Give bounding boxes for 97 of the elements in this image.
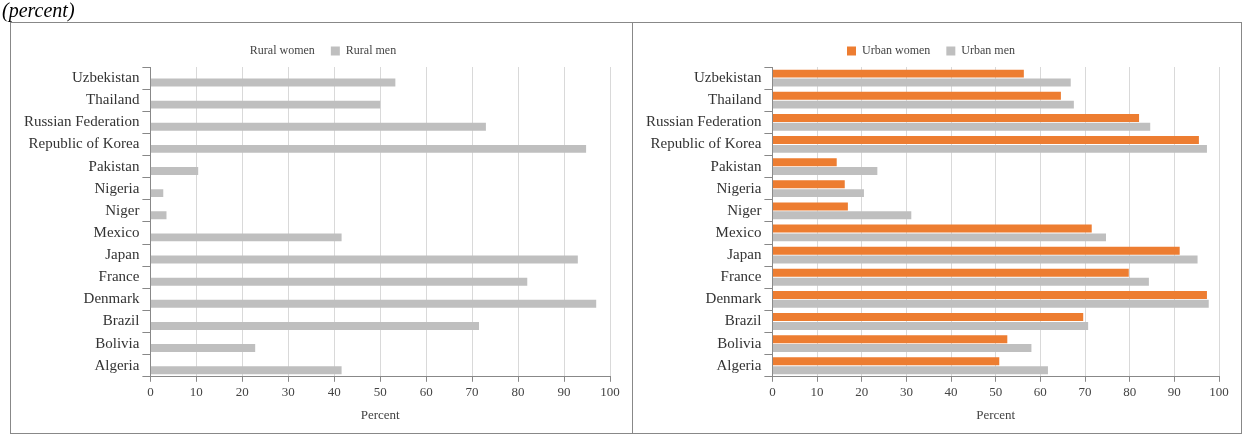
y-tick-label: Thailand [86,91,140,108]
x-tick-label: 80 [511,384,525,400]
bar [772,290,1207,299]
y-tick-label: Brazil [102,312,140,329]
y-tick-label: France [98,268,140,285]
y-tick-label: Nigeria [94,179,140,196]
y-tick-label: Bolivia [717,334,762,351]
x-tick-label: 80 [1123,384,1137,400]
bar [772,313,1084,322]
y-tick-label: Algeria [94,356,140,373]
y-tick-label: Denmark [705,290,762,307]
bar [772,202,848,211]
y-tick-label: Russian Federation [23,113,140,130]
bar [150,100,381,109]
y-tick-label: Republic of Korea [28,135,140,152]
text: Rural women [249,43,315,58]
bar [772,69,1024,78]
bar [772,335,1008,344]
x-tick-label: 90 [557,384,571,400]
x-tick-label: 0 [147,384,154,400]
x-tick-label: 10 [810,384,824,400]
y-tick-label: Russian Federation [645,113,762,130]
x-tick-label: 20 [855,384,869,400]
bar [772,321,1089,330]
bar [150,122,486,131]
bar [150,321,480,330]
y-tick-label: Japan [105,246,140,263]
x-tick-label: 50 [373,384,387,400]
bar [772,167,878,175]
bar [772,268,1129,277]
bar [772,299,1209,308]
legend-label: Rural men [345,43,397,58]
bar [150,366,342,375]
bar [772,277,1149,286]
bar [772,136,1199,145]
x-tick-label: 0 [769,384,776,400]
x-tick-label: 100 [1209,384,1229,400]
y-tick-label: Algeria [716,356,762,373]
y-tick-label: Mexico [715,223,762,240]
y-tick-label: Uzbekistan [693,69,762,85]
y-tick-label: France [720,268,762,285]
bar [150,233,342,242]
bar [772,233,1107,242]
bar [772,344,1032,353]
x-tick-label: 30 [899,384,913,400]
bar [772,113,1140,122]
y-tick-label: Uzbekistan [71,69,140,85]
bar [150,299,597,308]
y-tick-label: Mexico [93,223,140,240]
bar [150,189,164,198]
bar [150,144,587,153]
bar [150,167,199,175]
y-tick-label: Republic of Korea [650,135,762,152]
x-tick-label: 20 [235,384,249,400]
y-tick-label: Denmark [83,290,140,307]
x-tick-label: 40 [327,384,341,400]
x-tick-label: 60 [419,384,433,400]
bar [772,189,864,198]
y-tick-label: Brazil [724,312,762,329]
legend-label: Urban women [862,43,931,58]
x-tick-label: 70 [1078,384,1092,400]
y-tick-label: Pakistan [710,157,762,174]
bar [772,211,912,220]
bar [772,224,1092,233]
bar [150,277,528,286]
bar [772,100,1074,109]
x-tick-label: 70 [465,384,479,400]
bar [772,91,1061,100]
bar [772,180,845,189]
bar [772,366,1048,375]
bar [772,158,837,167]
x-axis-title: Percent [360,406,401,422]
chart-title: (percent) [2,0,75,21]
x-tick-label: 40 [944,384,958,400]
y-tick-label: Nigeria [716,179,762,196]
bar [772,246,1180,255]
y-tick-label: Japan [727,246,762,263]
x-tick-label: 30 [281,384,295,400]
bar [772,122,1151,131]
y-tick-label: Thailand [708,91,762,108]
bar [772,255,1198,264]
bar [150,211,167,220]
x-tick-label: 90 [1167,384,1181,400]
bar [772,357,1000,366]
y-tick-label: Bolivia [95,334,140,351]
x-tick-label: 10 [189,384,203,400]
y-tick-label: Niger [727,201,762,218]
y-tick-label: Niger [105,201,140,218]
x-tick-label: 50 [989,384,1003,400]
bar [772,144,1207,153]
y-tick-label: Pakistan [88,157,140,174]
x-tick-label: 60 [1033,384,1047,400]
legend-label: Urban men [961,43,1015,58]
bar [150,255,578,264]
x-tick-label: 100 [600,384,620,400]
bar [150,344,256,353]
x-axis-title: Percent [976,406,1016,422]
